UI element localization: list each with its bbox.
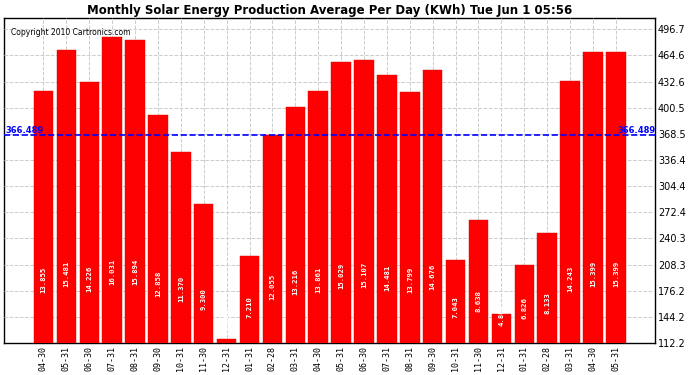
Bar (606, 53, 626, 375)
Bar (240, 256, 259, 375)
Text: 16.031: 16.031 (109, 259, 115, 285)
Bar (286, 106, 305, 375)
Text: 12.055: 12.055 (269, 273, 275, 300)
Bar (126, 40, 145, 375)
Bar (423, 70, 442, 375)
Text: 11.370: 11.370 (178, 276, 184, 302)
Text: 6.826: 6.826 (521, 297, 527, 319)
Text: 14.481: 14.481 (384, 264, 390, 291)
Bar (263, 135, 282, 375)
Bar (194, 204, 213, 375)
Text: 7.210: 7.210 (246, 296, 253, 318)
Text: 15.399: 15.399 (613, 261, 619, 287)
Text: 13.216: 13.216 (293, 269, 298, 296)
Text: 15.107: 15.107 (361, 262, 367, 288)
Text: 13.799: 13.799 (407, 267, 413, 293)
Text: 8.133: 8.133 (544, 292, 550, 314)
Text: 366.489: 366.489 (617, 126, 656, 135)
Text: 15.894: 15.894 (132, 259, 138, 285)
Bar (79, 81, 99, 375)
Bar (217, 339, 237, 375)
Text: Copyright 2010 Cartronics.com: Copyright 2010 Cartronics.com (10, 28, 130, 37)
Text: 7.043: 7.043 (453, 297, 459, 318)
Bar (492, 314, 511, 375)
Text: 12.858: 12.858 (155, 270, 161, 297)
Text: 15.029: 15.029 (338, 262, 344, 289)
Text: 14.676: 14.676 (430, 264, 435, 290)
Bar (171, 152, 190, 375)
Text: 14.243: 14.243 (567, 265, 573, 291)
Bar (331, 62, 351, 375)
Title: Monthly Solar Energy Production Average Per Day (KWh) Tue Jun 1 05:56: Monthly Solar Energy Production Average … (87, 4, 572, 17)
Text: 3.861: 3.861 (224, 308, 230, 330)
Text: 9.300: 9.300 (201, 288, 207, 310)
Bar (538, 233, 557, 375)
Bar (515, 265, 534, 375)
Text: 13.861: 13.861 (315, 267, 322, 293)
Text: 366.489: 366.489 (6, 126, 43, 135)
Bar (560, 81, 580, 375)
Text: 15.481: 15.481 (63, 261, 70, 287)
Bar (354, 60, 374, 375)
Bar (148, 116, 168, 375)
Bar (102, 37, 122, 375)
Bar (34, 91, 53, 375)
Bar (583, 53, 602, 375)
Text: 13.855: 13.855 (41, 267, 46, 293)
Bar (377, 75, 397, 375)
Text: 8.638: 8.638 (475, 291, 482, 312)
Bar (469, 220, 489, 375)
Text: 4.864: 4.864 (498, 304, 504, 327)
Bar (446, 260, 465, 375)
Bar (57, 50, 76, 375)
Bar (308, 91, 328, 375)
Text: 14.226: 14.226 (86, 266, 92, 292)
Bar (400, 92, 420, 375)
Text: 15.399: 15.399 (590, 261, 596, 287)
